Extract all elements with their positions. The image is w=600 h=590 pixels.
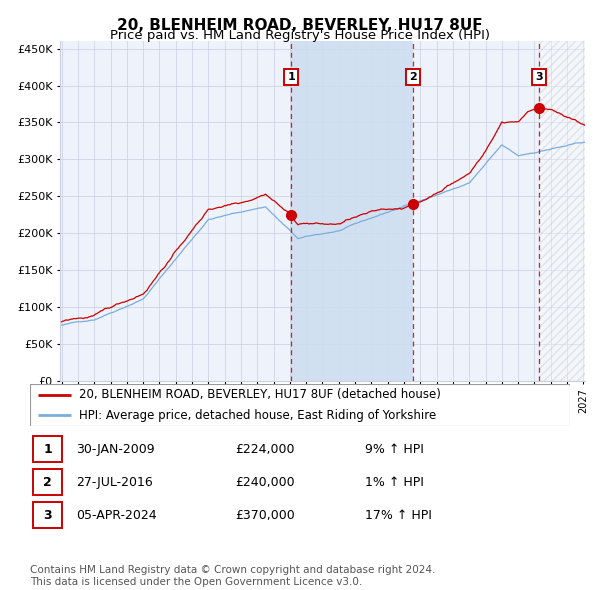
- Text: HPI: Average price, detached house, East Riding of Yorkshire: HPI: Average price, detached house, East…: [79, 409, 436, 422]
- Bar: [33, 503, 62, 528]
- Bar: [291, 41, 413, 381]
- Text: Contains HM Land Registry data © Crown copyright and database right 2024.
This d: Contains HM Land Registry data © Crown c…: [30, 565, 436, 587]
- Text: £240,000: £240,000: [235, 476, 295, 489]
- Bar: [539, 41, 592, 381]
- Text: 1% ↑ HPI: 1% ↑ HPI: [365, 476, 424, 489]
- Text: 20, BLENHEIM ROAD, BEVERLEY, HU17 8UF: 20, BLENHEIM ROAD, BEVERLEY, HU17 8UF: [117, 18, 483, 32]
- Text: 1: 1: [43, 442, 52, 456]
- Text: £370,000: £370,000: [235, 509, 295, 522]
- Text: 05-APR-2024: 05-APR-2024: [76, 509, 157, 522]
- Text: 2: 2: [43, 476, 52, 489]
- Text: 20, BLENHEIM ROAD, BEVERLEY, HU17 8UF (detached house): 20, BLENHEIM ROAD, BEVERLEY, HU17 8UF (d…: [79, 388, 440, 401]
- Text: Price paid vs. HM Land Registry's House Price Index (HPI): Price paid vs. HM Land Registry's House …: [110, 30, 490, 42]
- Bar: [33, 470, 62, 495]
- Text: 3: 3: [43, 509, 52, 522]
- Bar: [33, 437, 62, 462]
- Text: 2: 2: [409, 72, 417, 82]
- Text: 3: 3: [535, 72, 542, 82]
- Text: 9% ↑ HPI: 9% ↑ HPI: [365, 442, 424, 456]
- Text: 30-JAN-2009: 30-JAN-2009: [76, 442, 155, 456]
- Text: 27-JUL-2016: 27-JUL-2016: [76, 476, 152, 489]
- Text: £224,000: £224,000: [235, 442, 295, 456]
- Bar: [539, 41, 592, 381]
- Text: 1: 1: [287, 72, 295, 82]
- Text: 17% ↑ HPI: 17% ↑ HPI: [365, 509, 431, 522]
